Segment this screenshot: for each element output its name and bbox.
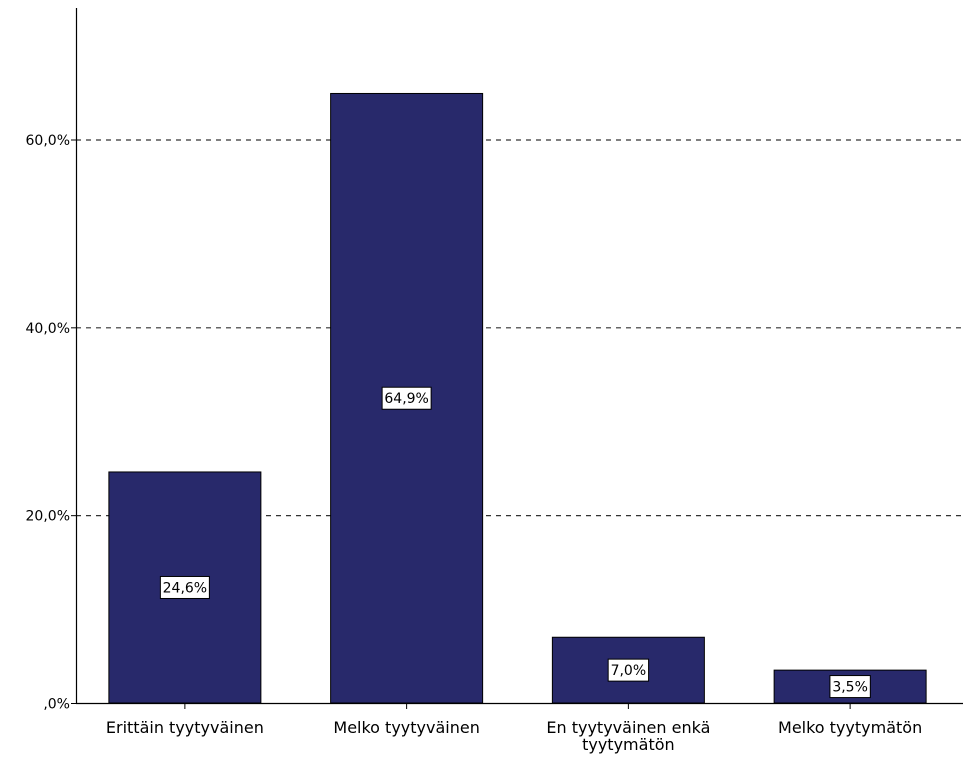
data-label: 24,6% <box>163 580 207 596</box>
data-label: 3,5% <box>832 680 868 696</box>
x-tick-label: Melko tyytyväinen <box>333 718 479 737</box>
data-label-box <box>829 675 871 699</box>
x-tick-label: Erittäin tyytyväinen <box>106 718 264 737</box>
data-label-box <box>159 575 210 599</box>
y-tick-label: 40,0% <box>26 321 70 337</box>
y-tick-label: 20,0% <box>26 509 70 525</box>
y-tick-label: ,0% <box>43 697 70 713</box>
axes: ,0% 20,0% 40,0% 60,0% Erittäin tyytyväinen Me… <box>26 8 963 754</box>
data-label: 7,0% <box>611 663 647 679</box>
data-label-box <box>607 658 650 682</box>
data-label-box <box>381 386 432 410</box>
x-tick-label: Melko tyytymätön <box>778 718 922 737</box>
data-labels: 24,6% 64,9% 7,0% 3,5% <box>159 386 871 699</box>
gridlines <box>76 139 963 517</box>
data-label: 64,9% <box>384 391 428 407</box>
x-tick-label: En tyytyväinen enkä tyytymätön <box>546 718 710 754</box>
y-tick-label: 60,0% <box>26 133 70 149</box>
bars <box>108 92 927 704</box>
